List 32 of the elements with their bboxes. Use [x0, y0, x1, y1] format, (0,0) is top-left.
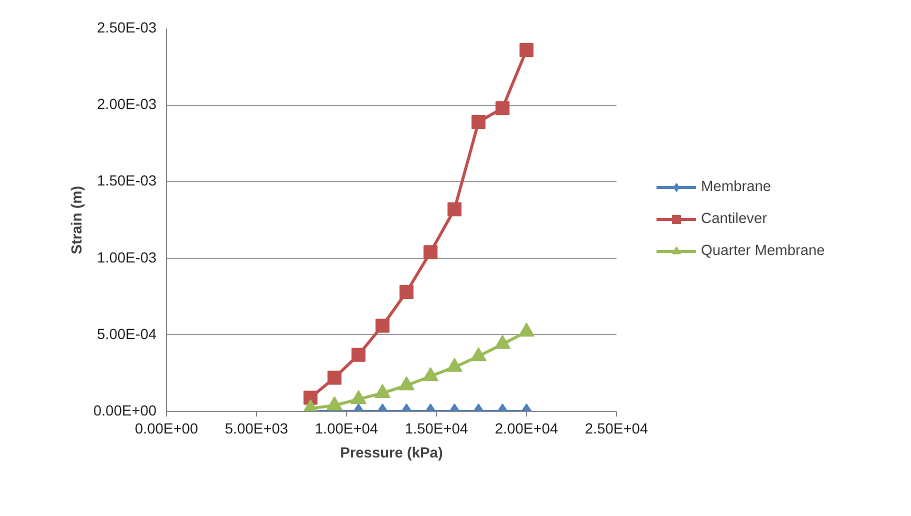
point — [326, 396, 342, 410]
y-tick-label: 2.00E-03 — [97, 97, 156, 114]
x-tick-label: 0.00E+00 — [134, 422, 198, 438]
legend-label: Membrane — [701, 179, 772, 195]
point — [518, 322, 534, 337]
x-tick-label: 2.50E+04 — [584, 422, 648, 438]
legend-label: Quarter Membrane — [701, 243, 825, 259]
point — [374, 384, 390, 398]
y-tick-label: 0.00E+00 — [93, 404, 157, 420]
x-axis-title: Pressure (kPa) — [340, 446, 443, 462]
x-tick-label: 1.50E+04 — [404, 422, 468, 438]
legend-label: Cantilever — [701, 211, 767, 227]
point — [446, 358, 462, 372]
point — [302, 399, 318, 412]
y-axis-title: Strain (m) — [69, 186, 86, 254]
point — [471, 114, 486, 129]
point — [448, 202, 462, 216]
point — [422, 367, 439, 382]
y-tick-label: 2.50E-03 — [97, 20, 156, 36]
x-tick-label: 5.00E+03 — [224, 422, 288, 438]
x-tick-label: 2.00E+04 — [494, 422, 558, 438]
x-tick-label: 1.00E+04 — [314, 422, 378, 438]
point — [520, 42, 534, 57]
y-tick-label: 1.00E-03 — [97, 250, 156, 266]
point — [398, 376, 414, 390]
point — [470, 347, 486, 362]
point — [494, 334, 511, 349]
y-tick-label: 1.50E-03 — [97, 174, 156, 190]
point — [496, 101, 510, 116]
point — [350, 390, 367, 404]
point — [424, 245, 438, 260]
y-tick-label: 5.00E-04 — [97, 326, 156, 343]
